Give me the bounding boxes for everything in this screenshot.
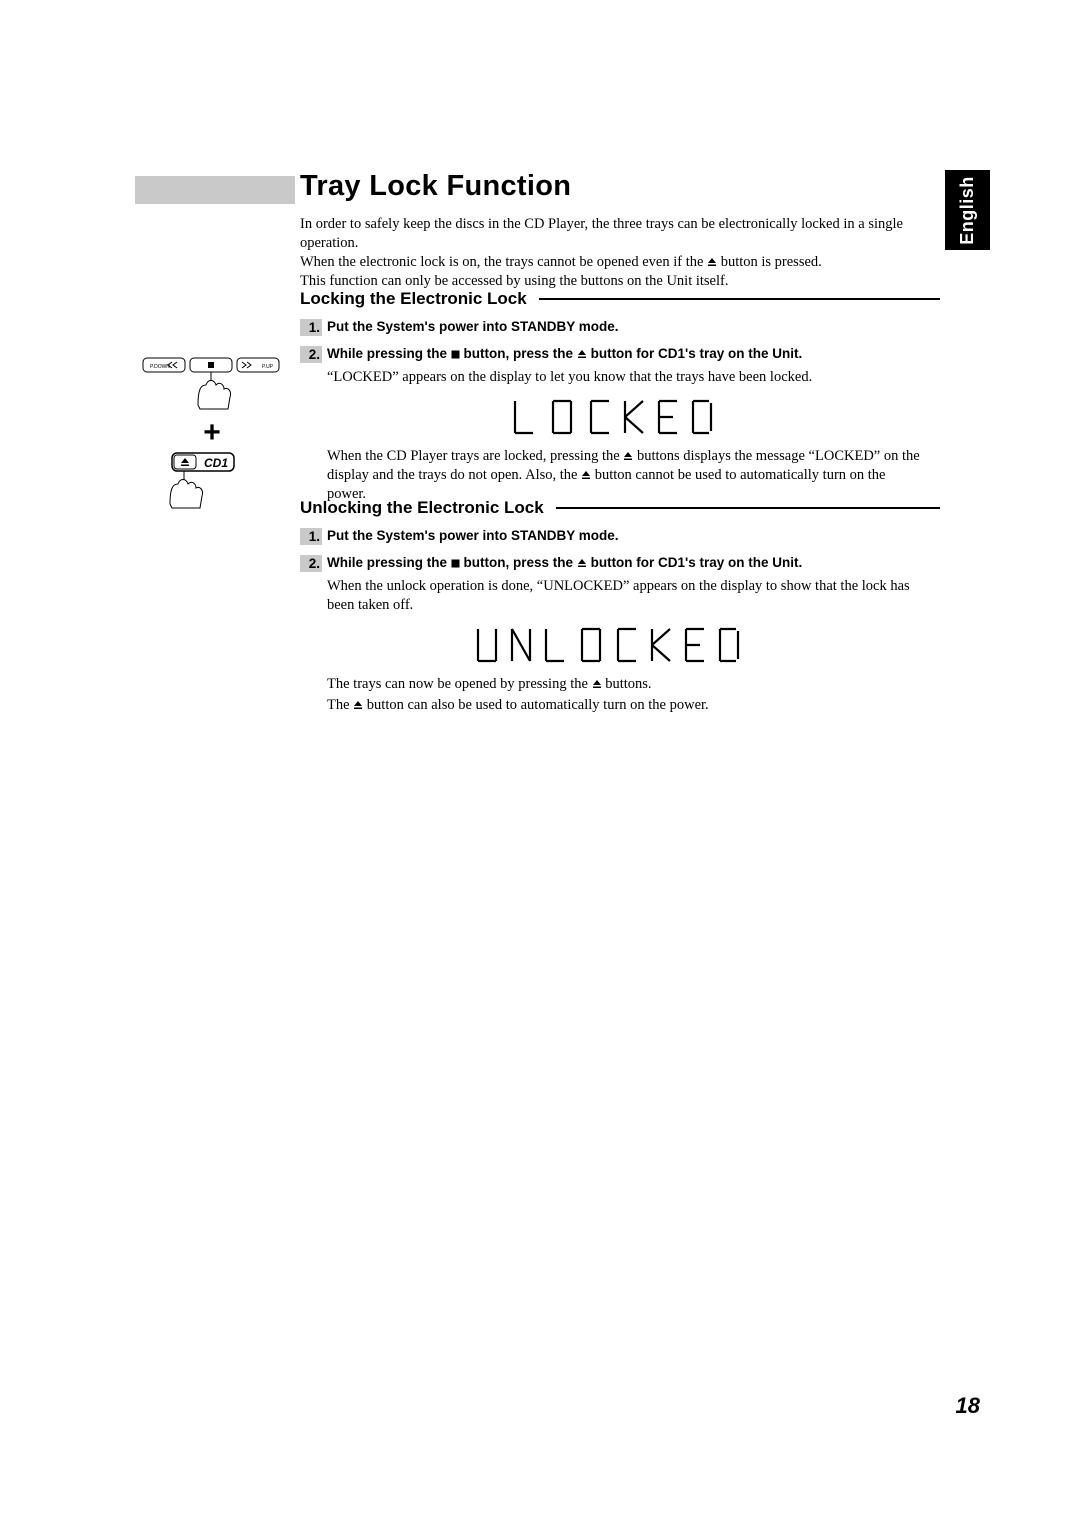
title-accent-bar <box>135 176 295 204</box>
unlock-step2-body: When the unlock operation is done, “UNLO… <box>327 577 927 615</box>
step2-number: 2. <box>309 347 320 362</box>
intro-line1: In order to safely keep the discs in the… <box>300 216 903 251</box>
button-illustration: P.DOWN P.UP + CD1 <box>142 357 282 512</box>
cd1-button-graphic: CD1 <box>166 452 306 512</box>
lock-step2: While pressing the button, press the but… <box>327 346 940 361</box>
lock-step1: Put the System's power into STANDBY mode… <box>327 319 940 334</box>
unlock-step1: Put the System's power into STANDBY mode… <box>327 528 940 543</box>
step-number-box: 1. <box>300 319 322 336</box>
pup-label: P.UP <box>262 364 274 370</box>
step-number-box: 2. <box>300 555 322 572</box>
step-number-box: 2. <box>300 346 322 363</box>
stop-icon <box>451 559 460 568</box>
heading-locking: Locking the Electronic Lock <box>300 289 527 309</box>
eject-icon <box>592 679 602 689</box>
eject-icon <box>577 349 587 359</box>
plus-symbol: + <box>142 416 282 450</box>
pdown-label: P.DOWN <box>150 364 170 370</box>
intro-line2a: When the electronic lock is on, the tray… <box>300 254 707 270</box>
page-title: Tray Lock Function <box>300 170 571 203</box>
page-number: 18 <box>956 1393 980 1419</box>
language-label: English <box>957 176 978 245</box>
unlock-step2-number: 2. <box>309 556 320 571</box>
eject-icon <box>577 558 587 568</box>
section-unlocking: Unlocking the Electronic Lock 1. Put the… <box>300 498 940 714</box>
unlocked-display-graphic <box>470 625 770 667</box>
lock-note: When the CD Player trays are locked, pre… <box>327 447 927 504</box>
intro-line2b: button is pressed. <box>721 254 822 270</box>
heading-rule <box>539 298 940 300</box>
intro-paragraph: In order to safely keep the discs in the… <box>300 215 940 292</box>
lock-step2-body: “LOCKED” appears on the display to let y… <box>327 368 927 387</box>
top-control-panel-graphic: P.DOWN P.UP <box>142 357 282 412</box>
unlock-note1: The trays can now be opened by pressing … <box>327 675 927 694</box>
eject-icon <box>623 451 633 461</box>
heading-unlocking: Unlocking the Electronic Lock <box>300 498 544 518</box>
eject-icon <box>581 470 591 480</box>
step-number-box: 1. <box>300 528 322 545</box>
heading-rule <box>556 507 940 509</box>
unlock-step2: While pressing the button, press the but… <box>327 555 940 570</box>
cd1-label: CD1 <box>204 456 228 470</box>
locked-display-graphic <box>505 397 735 439</box>
unlock-note2: The button can also be used to automatic… <box>327 696 927 715</box>
stop-icon <box>451 350 460 359</box>
eject-icon <box>353 700 363 710</box>
step1-number: 1. <box>309 320 320 335</box>
eject-icon <box>707 257 717 267</box>
intro-line3: This function can only be accessed by us… <box>300 273 728 289</box>
language-tab: English <box>945 170 990 250</box>
unlock-step1-number: 1. <box>309 529 320 544</box>
section-locking: Locking the Electronic Lock 1. Put the S… <box>300 289 940 503</box>
